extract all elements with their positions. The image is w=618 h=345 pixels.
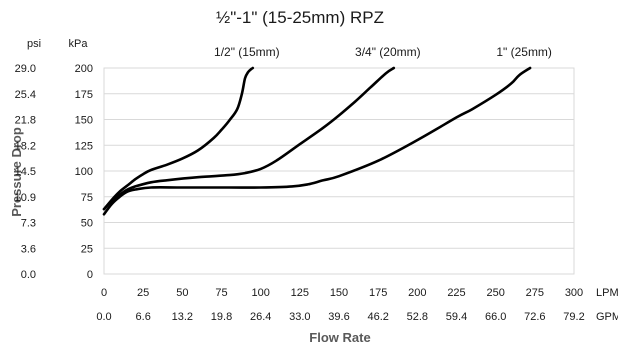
x-tick-label: 200 (408, 287, 426, 299)
x-tick-label: 50 (176, 287, 188, 299)
x-tick-label: 275 (526, 287, 544, 299)
y-axis-title: Pressure Drop (9, 127, 24, 217)
x-tick-label: 75 (215, 287, 227, 299)
y-tick-label-secondary: 25.4 (15, 89, 36, 101)
x-tick-label: 175 (369, 287, 387, 299)
series-curve-one-inch (102, 66, 532, 216)
tick-labels: 0 0.0 25 3.6 50 7.3 75 10.9 100 14.5 125 18.2 150 21.… (15, 63, 585, 323)
y-unit-secondary: psi (27, 38, 41, 50)
series-curve-three-quarter-inch (102, 66, 396, 211)
x-unit-secondary: GPM (596, 311, 618, 323)
y-tick-label: 0 (87, 269, 93, 281)
x-tick-label-secondary: 66.0 (485, 311, 506, 323)
x-tick-label: 0 (101, 287, 107, 299)
x-tick-label: 300 (565, 287, 583, 299)
y-tick-label: 125 (75, 140, 93, 152)
x-tick-label-secondary: 33.0 (289, 311, 310, 323)
x-tick-label-secondary: 72.6 (524, 311, 545, 323)
x-tick-label: 250 (486, 287, 504, 299)
y-tick-label: 50 (81, 218, 93, 230)
x-tick-label-secondary: 6.6 (136, 311, 151, 323)
x-tick-label: 125 (291, 287, 309, 299)
x-tick-label-secondary: 13.2 (172, 311, 193, 323)
y-tick-label: 75 (81, 192, 93, 204)
series-label-half-inch: 1/2" (15mm) (214, 45, 280, 59)
x-unit-primary: LPM (596, 287, 618, 299)
y-tick-label-secondary: 0.0 (21, 269, 36, 281)
y-tick-label-secondary: 29.0 (15, 63, 36, 75)
y-unit-primary: kPa (69, 38, 89, 50)
x-tick-label-secondary: 26.4 (250, 311, 271, 323)
x-tick-label: 150 (330, 287, 348, 299)
y-tick-label: 25 (81, 243, 93, 255)
x-tick-label-secondary: 39.6 (328, 311, 349, 323)
y-tick-label: 100 (75, 166, 93, 178)
grid-lines (103, 67, 575, 275)
x-axis-title: Flow Rate (309, 330, 370, 345)
x-tick-label-secondary: 0.0 (96, 311, 111, 323)
y-tick-label-secondary: 14.5 (15, 166, 36, 178)
x-tick-label-secondary: 79.2 (563, 311, 584, 323)
chart-title: ½"-1" (15-25mm) RPZ (216, 8, 384, 27)
x-tick-label-secondary: 46.2 (367, 311, 388, 323)
series-curves (102, 66, 532, 216)
series-labels: 1/2" (15mm) 3/4" (20mm) 1" (25mm) (214, 45, 552, 59)
y-tick-label-secondary: 10.9 (15, 192, 36, 204)
y-tick-label-secondary: 7.3 (21, 218, 36, 230)
y-tick-label-secondary: 3.6 (21, 243, 36, 255)
x-tick-label-secondary: 19.8 (211, 311, 232, 323)
x-tick-label: 225 (447, 287, 465, 299)
x-tick-label: 25 (137, 287, 149, 299)
x-tick-label-secondary: 59.4 (446, 311, 467, 323)
series-label-one-inch: 1" (25mm) (496, 45, 552, 59)
series-curve-half-inch (102, 66, 255, 211)
x-tick-label: 100 (251, 287, 269, 299)
y-tick-label: 175 (75, 89, 93, 101)
y-tick-label-secondary: 18.2 (15, 140, 36, 152)
y-tick-label: 150 (75, 115, 93, 127)
y-tick-label: 200 (75, 63, 93, 75)
series-label-three-quarter-inch: 3/4" (20mm) (355, 45, 421, 59)
x-tick-label-secondary: 52.8 (407, 311, 428, 323)
y-tick-label-secondary: 21.8 (15, 115, 36, 127)
